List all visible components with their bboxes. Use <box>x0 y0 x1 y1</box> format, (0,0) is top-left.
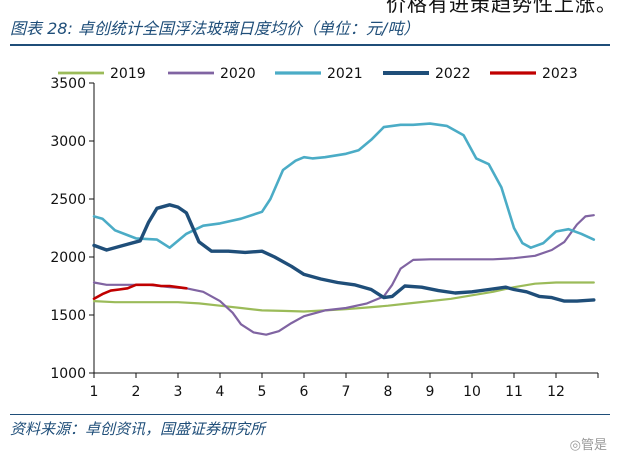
x-tick-label: 2 <box>132 384 141 400</box>
x-tick-label: 6 <box>300 384 309 400</box>
x-tick-label: 3 <box>174 384 183 400</box>
x-tick-label: 10 <box>463 384 481 400</box>
series-line-2021 <box>92 122 596 249</box>
series-line-2020 <box>92 214 595 336</box>
legend-label-2019: 2019 <box>110 66 146 82</box>
x-tick-label: 1 <box>90 384 99 400</box>
y-tick-label: 1500 <box>50 308 86 324</box>
legend-label-2020: 2020 <box>220 66 256 82</box>
title-divider <box>10 44 610 46</box>
y-tick-label: 3000 <box>50 134 86 150</box>
legend-label-2022: 2022 <box>435 66 471 82</box>
source-note: 资料来源：卓创资讯，国盛证券研究所 <box>10 420 266 438</box>
source-divider <box>10 414 610 415</box>
legend-label-2023: 2023 <box>542 66 578 82</box>
y-tick-label: 2500 <box>50 192 86 208</box>
cutoff-heading-text: 价格有进策趋势性上涨。 <box>386 0 617 16</box>
x-tick-label: 8 <box>384 384 393 400</box>
x-tick-label: 9 <box>426 384 435 400</box>
watermark: ◎管是 <box>569 438 607 453</box>
series-line-2023 <box>92 283 188 301</box>
x-tick-label: 4 <box>216 384 225 400</box>
x-tick-label: 11 <box>505 384 523 400</box>
legend-label-2021: 2021 <box>327 66 363 82</box>
y-tick-label: 2000 <box>50 250 86 266</box>
x-tick-label: 12 <box>547 384 565 400</box>
series-line-2022 <box>92 203 596 303</box>
x-tick-label: 7 <box>342 384 351 400</box>
y-tick-label: 1000 <box>50 366 86 382</box>
x-tick-label: 5 <box>258 384 267 400</box>
y-tick-label: 3500 <box>50 76 86 92</box>
figure-title: 图表 28: 卓创统计全国浮法玻璃日度均价（单位：元/吨） <box>10 19 420 38</box>
